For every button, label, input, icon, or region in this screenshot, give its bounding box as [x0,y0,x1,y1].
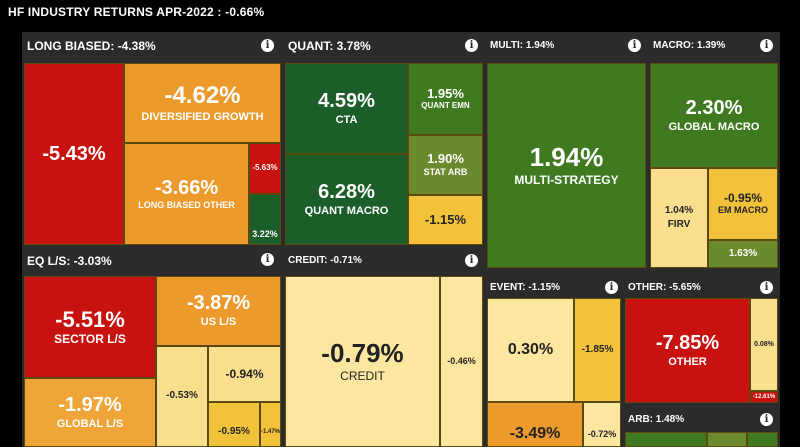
tile-quant-small[interactable]: -1.15% [408,195,483,245]
tile-label: FIRV [667,218,691,230]
section-header-credit: CREDIT: -0.71% [288,255,362,266]
info-icon[interactable]: i [760,413,773,426]
tile-value: -0.53% [166,390,198,402]
tile-label: SECTOR L/S [54,331,126,346]
chart-title: HF INDUSTRY RETURNS APR-2022 : -0.66% [8,5,265,19]
tile-label: STAT ARB [423,166,468,177]
tile-label: EM MACRO [718,205,768,216]
tile-value: -1.97% [58,393,122,416]
tile-eq-small-c[interactable]: -0.95% [208,402,260,447]
section-header-eq-ls: EQ L/S: -3.03% [27,254,112,268]
tile-other-small-1[interactable]: 0.08% [750,298,778,391]
tile-value: 0.08% [754,340,774,348]
tile-em-macro[interactable]: -0.95% EM MACRO [708,168,778,240]
section-header-long-biased: LONG BIASED: -4.38% [27,39,156,53]
tile-value: -12.61% [752,393,776,400]
tile-label: CTA [335,113,358,126]
section-header-event: EVENT: -1.15% [490,282,561,293]
tile-value: -4.62% [164,82,241,110]
tile-cta[interactable]: 4.59% CTA [285,63,408,154]
tile-label: LONG BIASED OTHER [138,199,235,210]
tile-label: QUANT MACRO [304,204,389,217]
section-header-quant: QUANT: 3.78% [288,39,371,53]
tile-label: GLOBAL MACRO [668,120,760,133]
tile-value: 6.28% [318,180,375,203]
tile-event-b[interactable]: -1.85% [574,298,621,402]
tile-value: 2.30% [685,96,743,119]
tile-long-biased-other[interactable]: -3.66% LONG BIASED OTHER [124,143,249,245]
tile-global-ls[interactable]: -1.97% GLOBAL L/S [24,378,156,447]
tile-value: -3.66% [154,176,219,199]
tile-value: -0.95% [218,426,250,438]
tile-value: -0.94% [225,366,264,381]
tile-value: -0.72% [587,428,617,439]
tile-event-c[interactable]: -3.49% [487,402,583,447]
tile-firv[interactable]: 1.04% FIRV [650,168,708,268]
tile-event-d[interactable]: -0.72% [583,402,621,447]
tile-value: -0.46% [447,355,476,366]
info-icon[interactable]: i [261,39,274,52]
tile-value: -1.15% [424,212,467,228]
tile-value: -5.51% [55,306,125,332]
info-icon[interactable]: i [465,254,478,267]
tile-value: -7.85% [655,331,720,354]
tile-value: 1.90% [427,151,464,167]
info-icon[interactable]: i [261,253,274,266]
tile-eq-small-a[interactable]: -0.53% [156,346,208,447]
tile-value: -5.63% [252,163,278,173]
tile-value: -5.43% [42,142,106,165]
tile-multi-strategy[interactable]: 1.94% MULTI-STRATEGY [487,63,646,268]
tile-value: 1.04% [664,205,694,217]
tile-value: -0.95% [723,190,763,205]
section-header-multi: MULTI: 1.94% [490,40,555,51]
tile-label: CREDIT [340,368,385,383]
tile-quant-macro[interactable]: 6.28% QUANT MACRO [285,154,408,245]
info-icon[interactable]: i [465,39,478,52]
tile-label: US L/S [200,316,237,329]
tile-eq-small-d[interactable]: -1.47% [260,402,281,447]
tile-arb-c[interactable] [747,432,778,447]
section-header-arb: ARB: 1.48% [628,414,685,425]
tile-arb-b[interactable] [707,432,747,447]
tile-quant-emn[interactable]: 1.95% QUANT EMN [408,63,483,135]
tile-diversified-growth[interactable]: -4.62% DIVERSIFIED GROWTH [124,63,281,143]
info-icon[interactable]: i [760,39,773,52]
tile-other[interactable]: -7.85% OTHER [625,298,750,403]
tile-eq-small-b[interactable]: -0.94% [208,346,281,402]
tile-value: 1.95% [427,85,464,101]
tile-value: 0.30% [507,340,554,358]
tile-value: -1.85% [581,343,614,355]
info-icon[interactable]: i [628,39,641,52]
tile-sector-ls[interactable]: -5.51% SECTOR L/S [24,276,156,378]
info-icon[interactable]: i [760,281,773,294]
tile-value: -0.79% [321,338,404,369]
tile-long-biased-small-1[interactable]: -5.63% [249,143,281,194]
tile-global-macro[interactable]: 2.30% GLOBAL MACRO [650,63,778,168]
tile-event-a[interactable]: 0.30% [487,298,574,402]
tile-value: 4.59% [318,89,375,112]
tile-stat-arb[interactable]: 1.90% STAT ARB [408,135,483,195]
tile-credit[interactable]: -0.79% CREDIT [285,276,440,447]
tile-value: -3.87% [186,292,251,315]
tile-value: 1.63% [728,247,758,259]
tile-label: QUANT EMN [421,101,470,111]
tile-macro-small[interactable]: 1.63% [708,240,778,268]
tile-value: 3.22% [252,228,278,239]
section-header-macro: MACRO: 1.39% [653,40,726,51]
tile-long-biased-main[interactable]: -5.43% [24,63,124,245]
tile-value: -3.49% [509,425,561,443]
tile-value: -1.47% [261,429,281,436]
tile-us-ls[interactable]: -3.87% US L/S [156,276,281,346]
info-icon[interactable]: i [605,281,618,294]
tile-label: MULTI-STRATEGY [514,172,619,187]
tile-label: GLOBAL L/S [56,417,124,430]
section-header-other: OTHER: -5.65% [628,282,701,293]
tile-value: 1.94% [529,142,604,173]
tile-label: OTHER [668,355,707,368]
tile-other-small-2[interactable]: -12.61% [750,391,778,403]
tile-arb-a[interactable] [625,432,707,447]
tile-credit-small[interactable]: -0.46% [440,276,483,447]
tile-long-biased-small-2[interactable]: 3.22% [249,194,281,245]
tile-label: DIVERSIFIED GROWTH [141,110,264,123]
